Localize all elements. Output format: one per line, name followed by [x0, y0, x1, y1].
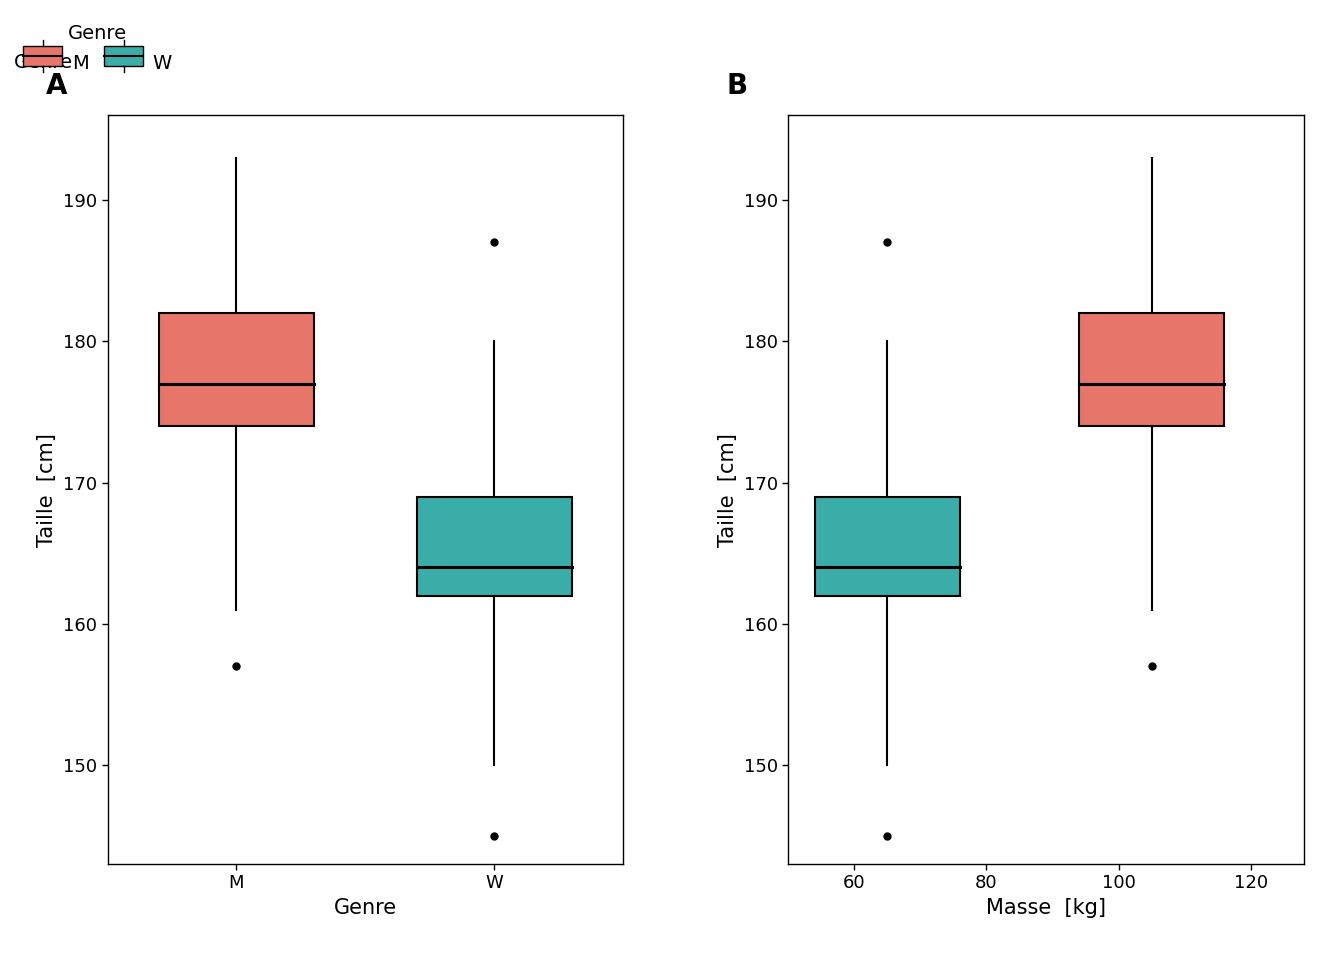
Text: Genre: Genre [13, 53, 73, 72]
Y-axis label: Taille  [cm]: Taille [cm] [38, 433, 58, 546]
Legend: M, W: M, W [23, 24, 172, 73]
Bar [159, 313, 313, 426]
Bar [417, 496, 571, 595]
Bar [1079, 313, 1224, 426]
Text: A: A [46, 72, 67, 100]
Y-axis label: Taille  [cm]: Taille [cm] [718, 433, 738, 546]
X-axis label: Masse  [kg]: Masse [kg] [986, 898, 1106, 918]
Bar [814, 496, 960, 595]
X-axis label: Genre: Genre [333, 898, 396, 918]
Text: B: B [726, 72, 747, 100]
